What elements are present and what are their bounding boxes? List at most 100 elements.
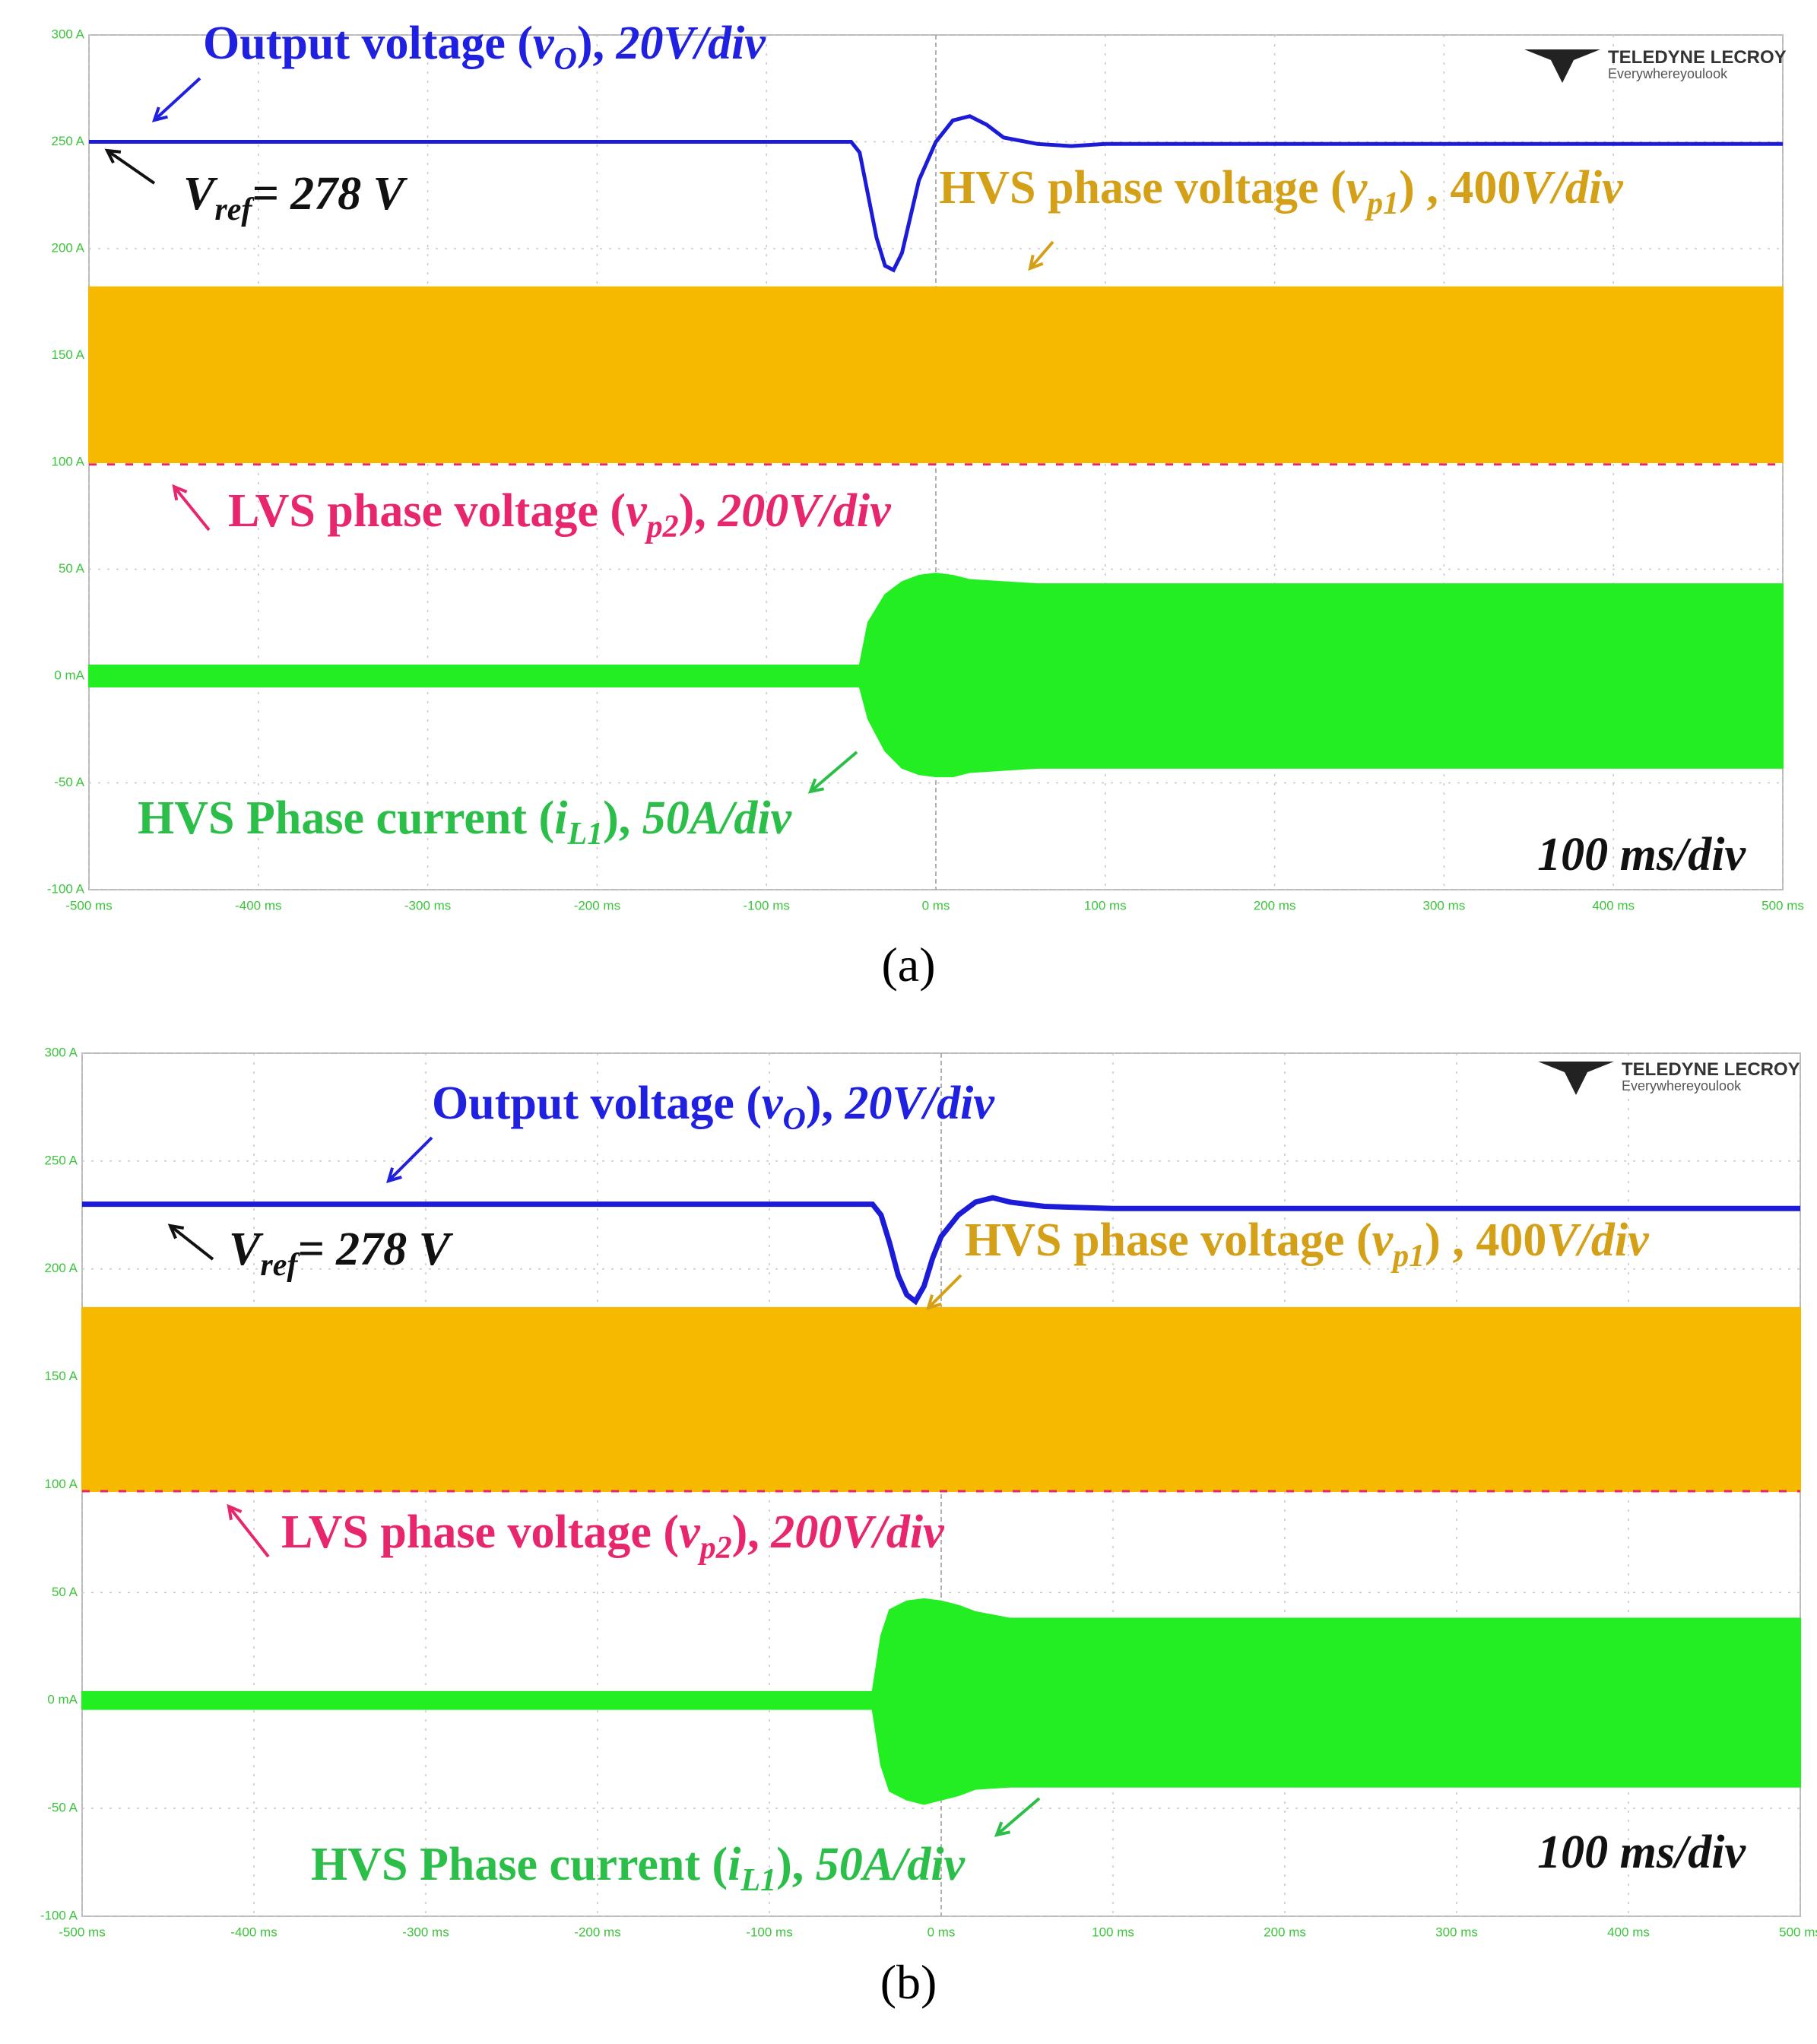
waveform-band xyxy=(81,1306,1801,1493)
x-tick-label: -300 ms xyxy=(402,1925,449,1939)
x-tick-label: 200 ms xyxy=(1264,1925,1306,1939)
annotation-part: L1 xyxy=(566,817,603,852)
arrow-head xyxy=(926,1294,942,1310)
annotation-part: v xyxy=(679,1506,701,1558)
y-tick-label: 0 mA xyxy=(54,668,84,682)
annotation: LVS phase voltage (vp2), 200V/div xyxy=(228,485,892,544)
arrow xyxy=(927,1274,962,1309)
logo-icon xyxy=(1524,49,1600,83)
caption: (b) xyxy=(880,1955,937,2009)
y-tick-label: 200 A xyxy=(52,240,85,255)
arrow xyxy=(153,77,201,122)
annotation-part: 50A/div xyxy=(816,1839,966,1890)
annotation-part: i xyxy=(728,1839,740,1890)
y-tick-label: 300 A xyxy=(52,27,85,41)
y-tick-label: 150 A xyxy=(52,348,85,362)
annotation-part: p2 xyxy=(645,509,679,544)
annotation-part: = 278 V xyxy=(297,1224,453,1275)
x-tick-label: 200 ms xyxy=(1254,898,1296,912)
annotation-part: ), xyxy=(603,792,642,844)
annotation-part: p1 xyxy=(1365,186,1399,221)
waveform-band xyxy=(81,1598,1801,1805)
arrow-head xyxy=(807,778,825,794)
arrow xyxy=(227,1505,270,1558)
arrow-head xyxy=(151,106,168,122)
x-tick-label: 300 ms xyxy=(1435,1925,1478,1939)
x-tick-label: -100 ms xyxy=(746,1925,792,1939)
x-tick-label: 500 ms xyxy=(1779,1925,1817,1939)
arrow xyxy=(1029,240,1054,270)
arrow-head xyxy=(167,1224,185,1239)
logo-tagline: Everywhereyoulook xyxy=(1608,66,1728,81)
waveform-line xyxy=(82,1195,1800,1306)
y-tick-label: -100 A xyxy=(47,881,85,896)
annotation: Output voltage (vO), 20V/div xyxy=(203,17,766,77)
annotation-part: ), xyxy=(806,1078,845,1129)
x-tick-label: -400 ms xyxy=(230,1925,277,1939)
annotation-part: L1 xyxy=(740,1863,776,1898)
arrow xyxy=(106,149,156,185)
arrow xyxy=(995,1797,1041,1836)
x-tick-label: 100 ms xyxy=(1084,898,1127,912)
annotation-part: V xyxy=(183,168,218,220)
y-tick-label: 250 A xyxy=(45,1153,78,1167)
x-tick-label: 300 ms xyxy=(1423,898,1466,912)
annotation-part: LVS phase voltage ( xyxy=(228,485,626,537)
annotation-part: ), xyxy=(776,1839,816,1890)
arrow xyxy=(809,751,858,793)
y-tick-label: 100 A xyxy=(52,454,85,468)
caption: (a) xyxy=(881,938,935,992)
x-tick-label: 0 ms xyxy=(928,1925,956,1939)
annotation-part: ) , 400 xyxy=(1425,1214,1546,1266)
x-tick-label: -300 ms xyxy=(404,898,451,912)
annotation-part: ), xyxy=(679,485,718,537)
annotation-part: v xyxy=(626,485,648,537)
annotation-part: p1 xyxy=(1390,1239,1425,1274)
x-tick-label: -500 ms xyxy=(59,1925,105,1939)
y-tick-label: 150 A xyxy=(45,1369,78,1383)
scope-chart: 300 A 250 A 200 A 150 A 100 A 50 A 0 mA -50 A -1… xyxy=(47,17,1804,992)
arrow-head xyxy=(227,1503,243,1521)
logo-text: TELEDYNE LECROY xyxy=(1622,1059,1800,1080)
annotation: HVS Phase current (iL1), 50A/div xyxy=(138,792,793,852)
annotation: Output voltage (vO), 20V/div xyxy=(432,1078,995,1137)
x-tick-label: -400 ms xyxy=(235,898,281,912)
waveform-band xyxy=(88,286,1784,463)
annotation-part: 20V/div xyxy=(616,17,767,69)
x-tick-label: -100 ms xyxy=(743,898,789,912)
logo-text: TELEDYNE LECROY xyxy=(1608,47,1787,68)
annotation-part: V/div xyxy=(1521,162,1624,214)
timebase: 100 ms/div xyxy=(1537,829,1746,881)
logo-icon xyxy=(1538,1062,1614,1095)
annotation: Vref= 278 V xyxy=(229,1224,454,1283)
y-tick-label: 100 A xyxy=(45,1477,78,1491)
arrow xyxy=(387,1136,433,1182)
waveform-band xyxy=(88,573,1784,778)
annotation-part: ref xyxy=(214,192,255,227)
annotation-part: Output voltage ( xyxy=(203,17,533,69)
x-tick-label: -200 ms xyxy=(574,1925,620,1939)
annotation: HVS phase voltage (vp1) , 400V/div xyxy=(965,1214,1650,1274)
y-tick-label: -100 A xyxy=(40,1908,78,1922)
y-tick-label: 250 A xyxy=(52,134,85,148)
annotation-part: = 278 V xyxy=(252,168,407,220)
x-tick-label: 400 ms xyxy=(1607,1925,1650,1939)
y-tick-label: 200 A xyxy=(45,1261,78,1275)
annotation-part: 200V/div xyxy=(717,485,892,537)
annotation-part: 20V/div xyxy=(845,1078,996,1129)
arrow-head xyxy=(172,484,188,501)
scope-chart: 300 A 250 A 200 A 150 A 100 A 50 A 0 mA -50 A -1… xyxy=(40,1045,1817,2009)
annotation: HVS phase voltage (vp1) , 400V/div xyxy=(939,162,1624,221)
annotation-part: ref xyxy=(260,1248,300,1283)
annotation-part: Output voltage ( xyxy=(432,1078,762,1129)
timebase: 100 ms/div xyxy=(1537,1827,1746,1878)
annotation-part: HVS Phase current ( xyxy=(138,792,554,844)
annotation-part: v xyxy=(1346,162,1368,214)
x-tick-label: -200 ms xyxy=(574,898,620,912)
arrow xyxy=(173,485,211,532)
arrow xyxy=(169,1224,214,1261)
annotation: HVS Phase current (iL1), 50A/div xyxy=(311,1839,966,1898)
y-tick-label: -50 A xyxy=(47,1801,78,1815)
